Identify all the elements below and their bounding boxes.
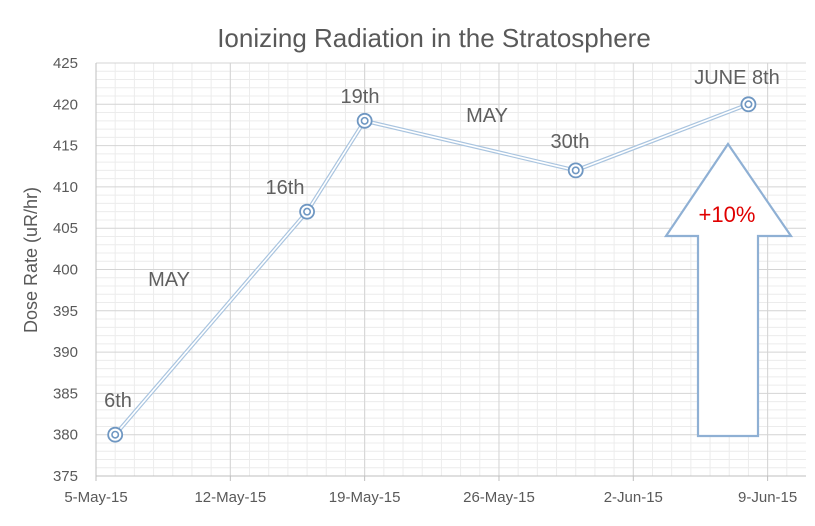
data-point-center (303, 207, 312, 216)
increase-arrow (663, 142, 794, 438)
annotation-6th: 6th (104, 390, 132, 412)
y-tick-label: 405 (53, 220, 78, 237)
annotation-19th: 19th (341, 86, 380, 108)
y-tick-label: 400 (53, 262, 78, 279)
data-point-center (360, 116, 369, 125)
data-points (107, 96, 757, 443)
data-point-center (744, 100, 753, 109)
annotation-16th: 16th (266, 177, 305, 199)
annotations: 6th 16th 19th 30th JUNE 8th MAY MAY +10% (104, 67, 780, 412)
y-tick-label: 390 (53, 344, 78, 361)
y-tick-label: 420 (53, 96, 78, 113)
annotation-june-8th: JUNE 8th (694, 67, 780, 89)
axes (95, 63, 806, 481)
x-tick-label: 5-May-15 (64, 489, 127, 506)
data-point-center (111, 430, 120, 439)
y-tick-label: 395 (53, 303, 78, 320)
y-tick-labels: 375 380 385 390 395 400 405 410 415 420 425 (53, 55, 78, 485)
x-tick-label: 9-Jun-15 (738, 489, 797, 506)
chart-title: Ionizing Radiation in the Stratosphere (217, 23, 651, 53)
y-tick-label: 380 (53, 427, 78, 444)
y-tick-label: 385 (53, 385, 78, 402)
x-tick-label: 26-May-15 (463, 489, 535, 506)
x-tick-labels: 5-May-15 12-May-15 19-May-15 26-May-15 2-Jun… (64, 489, 797, 506)
annotation-30th: 30th (551, 131, 590, 153)
x-tick-label: 2-Jun-15 (604, 489, 663, 506)
arrow-shape (663, 142, 794, 438)
y-tick-label: 425 (53, 55, 78, 72)
x-tick-label: 12-May-15 (194, 489, 266, 506)
annotation-may-left: MAY (148, 269, 190, 291)
annotation-may-center: MAY (466, 105, 508, 127)
annotation-increase-percent: +10% (699, 202, 756, 227)
y-axis-label: Dose Rate (uR/hr) (21, 187, 41, 333)
data-point-center (571, 166, 580, 175)
y-tick-label: 410 (53, 179, 78, 196)
y-tick-label: 415 (53, 138, 78, 155)
y-tick-label: 375 (53, 468, 78, 485)
x-tick-label: 19-May-15 (329, 489, 401, 506)
